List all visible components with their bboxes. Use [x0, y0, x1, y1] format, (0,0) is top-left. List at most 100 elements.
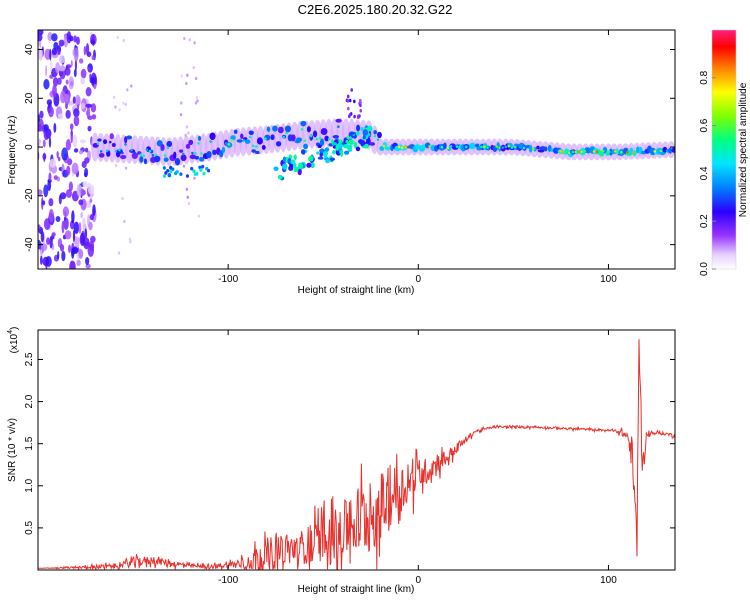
- heat-cell-253: [66, 165, 71, 176]
- heat-cell-272: [182, 164, 186, 168]
- heat-cell-683: [671, 147, 675, 153]
- heat-cell-557: [404, 146, 407, 149]
- heat-cell-548: [384, 146, 392, 151]
- heat-cell-289: [129, 240, 132, 244]
- heat-cell-278: [180, 101, 183, 105]
- page-title: C2E6.2025.180.20.32.G22: [297, 2, 453, 17]
- heat-cell-528: [346, 136, 349, 139]
- heat-cell-418: [121, 151, 124, 155]
- heat-cell-512: [312, 130, 318, 138]
- heat-cell-244: [85, 43, 90, 56]
- heat-cell-739: [310, 162, 315, 169]
- heat-cell-493: [270, 134, 275, 141]
- heat-cell-154: [73, 108, 80, 118]
- heat-cell-271: [128, 237, 132, 241]
- snr-x-axis-label: Height of straight line (km): [298, 584, 415, 595]
- heat-cell-812: [353, 114, 356, 119]
- heat-cell-228: [82, 180, 88, 188]
- spectrogram-panel: -100 0 100 -40 -20 0 20 40 Height of straight …: [7, 29, 676, 296]
- heat-cell-476: [233, 129, 238, 134]
- heat-cell-733: [273, 166, 279, 172]
- heat-cell-169: [43, 79, 50, 90]
- heat-cell-241: [73, 68, 77, 78]
- heat-cell-296: [186, 73, 189, 77]
- heat-cell-197: [65, 139, 71, 151]
- spectrogram-x-axis-label: Height of straight line (km): [298, 285, 415, 296]
- heat-cell-713: [367, 125, 373, 132]
- heat-cell-206: [87, 125, 92, 132]
- heat-cell-141: [49, 236, 53, 249]
- heat-cell-428: [139, 153, 142, 157]
- heat-cell-614: [522, 146, 526, 150]
- heat-cell-219: [38, 118, 44, 132]
- heat-cell-523: [335, 118, 342, 123]
- heat-cell-298: [187, 131, 190, 135]
- heat-cell-542: [373, 134, 377, 138]
- heat-cell-124: [91, 114, 97, 120]
- heat-cell-96: [80, 68, 87, 79]
- heat-cell-376: [524, 139, 533, 157]
- heat-cell-813: [357, 114, 360, 119]
- heat-cell-442: [163, 157, 169, 162]
- spectrogram-y-tick-label-2: 0: [24, 144, 35, 150]
- heat-cell-407: [103, 139, 108, 145]
- heat-cell-223: [61, 220, 65, 234]
- heat-cell-60: [90, 103, 97, 113]
- heat-cell-811: [359, 103, 362, 108]
- spectrogram-frame: [37, 29, 676, 270]
- heat-cell-25: [65, 109, 71, 119]
- heat-cell-236: [74, 239, 80, 249]
- heat-cell-191: [73, 115, 80, 127]
- heat-cell-46: [52, 77, 59, 87]
- heat-cell-153: [55, 62, 60, 74]
- heat-cell-130: [80, 188, 85, 197]
- heat-cell-547: [382, 144, 386, 148]
- heat-cell-256: [72, 229, 76, 242]
- heat-cell-51: [74, 94, 81, 108]
- heat-cell-580: [455, 145, 459, 148]
- heat-cell-239: [38, 114, 41, 123]
- heat-cell-522: [332, 134, 340, 139]
- heat-cell-688: [293, 154, 297, 161]
- snr-panel: -100 0 100 0.5 1.0 1.5 2.0 2.5 Height of strai…: [7, 327, 676, 595]
- heat-cell-770: [282, 156, 286, 163]
- heat-cell-449: [178, 149, 184, 153]
- heat-cell-264: [123, 219, 126, 224]
- heat-cell-792: [174, 171, 178, 176]
- snr-multiplier-prefix: (x10: [9, 333, 20, 353]
- heat-cell-768: [335, 144, 340, 151]
- heat-cell-731: [302, 150, 306, 155]
- snr-multiplier-text: (x104): [7, 327, 20, 354]
- spectrogram-y-tick-label-3: 20: [24, 92, 35, 104]
- heat-cell-610: [513, 145, 517, 149]
- heat-cell-438: [154, 153, 158, 157]
- heat-cell-628: [559, 150, 562, 153]
- heat-cell-758: [343, 144, 350, 149]
- heat-cell-450: [180, 154, 187, 162]
- heat-cell-469: [221, 146, 226, 154]
- heat-cell-702: [353, 141, 358, 149]
- heat-cell-164: [73, 47, 79, 62]
- heat-cell-797: [202, 171, 206, 176]
- heat-cell-240: [71, 247, 75, 259]
- heat-cell-502: [290, 134, 296, 142]
- heat-cell-190: [47, 31, 53, 42]
- heat-cell-217: [65, 79, 69, 85]
- heat-cell-259: [87, 66, 91, 73]
- heat-cell-202: [69, 80, 74, 87]
- heat-cell-293: [194, 76, 198, 81]
- heat-cell-227: [64, 230, 72, 240]
- heat-cell-290: [193, 176, 196, 180]
- heat-cell-518: [324, 135, 330, 142]
- heat-cell-406: [99, 150, 103, 153]
- heat-cell-220: [68, 244, 72, 254]
- heat-cell-288: [179, 113, 183, 117]
- snr-multiplier: (x104): [7, 327, 20, 354]
- snr-y-ticks: 0.5 1.0 1.5 2.0 2.5: [24, 352, 675, 535]
- heat-cell-249: [49, 48, 52, 61]
- heat-cell-725: [324, 147, 330, 152]
- heat-cell-619: [536, 145, 540, 150]
- heat-cell-573: [443, 142, 447, 150]
- heat-cell-486: [255, 150, 260, 155]
- heat-cell-144: [65, 102, 68, 110]
